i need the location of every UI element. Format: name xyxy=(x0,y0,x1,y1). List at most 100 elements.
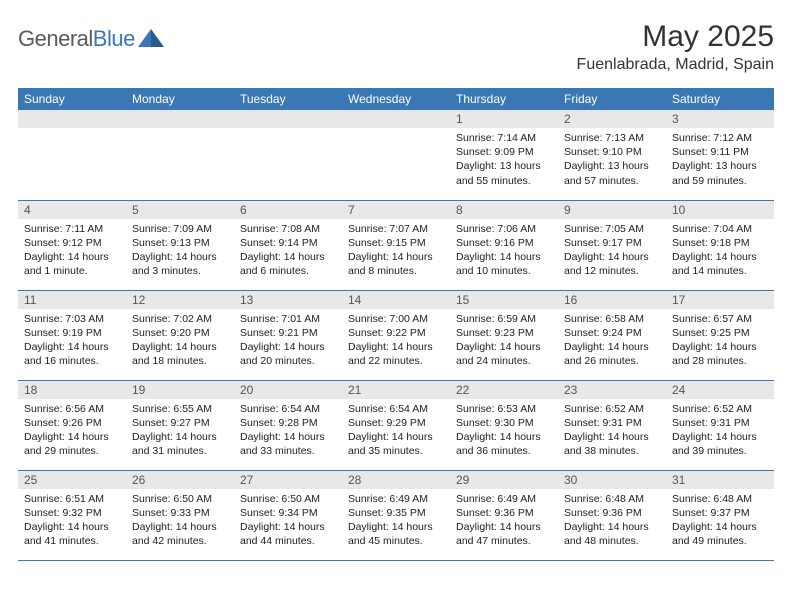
day-number-blank xyxy=(342,110,450,128)
day-number: 23 xyxy=(558,381,666,399)
day-info: Sunrise: 6:50 AMSunset: 9:34 PMDaylight:… xyxy=(234,489,342,560)
day-number-blank xyxy=(126,110,234,128)
location: Fuenlabrada, Madrid, Spain xyxy=(577,56,774,74)
day-cell: 21Sunrise: 6:54 AMSunset: 9:29 PMDayligh… xyxy=(342,380,450,470)
day-info: Sunrise: 6:48 AMSunset: 9:36 PMDaylight:… xyxy=(558,489,666,560)
dow-header: Tuesday xyxy=(234,88,342,110)
day-info: Sunrise: 7:08 AMSunset: 9:14 PMDaylight:… xyxy=(234,219,342,290)
logo: GeneralBlue xyxy=(18,20,164,52)
logo-part1: General xyxy=(18,26,93,51)
day-cell: 31Sunrise: 6:48 AMSunset: 9:37 PMDayligh… xyxy=(666,470,774,560)
day-number: 26 xyxy=(126,471,234,489)
day-number: 10 xyxy=(666,201,774,219)
day-info: Sunrise: 7:01 AMSunset: 9:21 PMDaylight:… xyxy=(234,309,342,380)
day-number: 7 xyxy=(342,201,450,219)
day-info: Sunrise: 7:14 AMSunset: 9:09 PMDaylight:… xyxy=(450,128,558,200)
day-cell: 19Sunrise: 6:55 AMSunset: 9:27 PMDayligh… xyxy=(126,380,234,470)
day-cell: 8Sunrise: 7:06 AMSunset: 9:16 PMDaylight… xyxy=(450,200,558,290)
day-number: 9 xyxy=(558,201,666,219)
day-cell: 5Sunrise: 7:09 AMSunset: 9:13 PMDaylight… xyxy=(126,200,234,290)
day-cell xyxy=(18,110,126,200)
day-number: 12 xyxy=(126,291,234,309)
day-number: 11 xyxy=(18,291,126,309)
day-number: 27 xyxy=(234,471,342,489)
week-row: 18Sunrise: 6:56 AMSunset: 9:26 PMDayligh… xyxy=(18,380,774,470)
day-info: Sunrise: 6:48 AMSunset: 9:37 PMDaylight:… xyxy=(666,489,774,560)
day-info: Sunrise: 7:05 AMSunset: 9:17 PMDaylight:… xyxy=(558,219,666,290)
day-info: Sunrise: 6:57 AMSunset: 9:25 PMDaylight:… xyxy=(666,309,774,380)
day-info: Sunrise: 6:49 AMSunset: 9:36 PMDaylight:… xyxy=(450,489,558,560)
day-number: 5 xyxy=(126,201,234,219)
day-cell: 20Sunrise: 6:54 AMSunset: 9:28 PMDayligh… xyxy=(234,380,342,470)
day-cell: 2Sunrise: 7:13 AMSunset: 9:10 PMDaylight… xyxy=(558,110,666,200)
month-title: May 2025 xyxy=(577,20,774,54)
day-number: 18 xyxy=(18,381,126,399)
day-info: Sunrise: 6:55 AMSunset: 9:27 PMDaylight:… xyxy=(126,399,234,470)
day-info: Sunrise: 7:12 AMSunset: 9:11 PMDaylight:… xyxy=(666,128,774,200)
day-cell: 13Sunrise: 7:01 AMSunset: 9:21 PMDayligh… xyxy=(234,290,342,380)
day-cell: 22Sunrise: 6:53 AMSunset: 9:30 PMDayligh… xyxy=(450,380,558,470)
dow-header: Monday xyxy=(126,88,234,110)
dow-header: Wednesday xyxy=(342,88,450,110)
day-number: 25 xyxy=(18,471,126,489)
day-info: Sunrise: 6:54 AMSunset: 9:28 PMDaylight:… xyxy=(234,399,342,470)
day-cell xyxy=(342,110,450,200)
day-cell: 25Sunrise: 6:51 AMSunset: 9:32 PMDayligh… xyxy=(18,470,126,560)
day-number: 3 xyxy=(666,110,774,128)
day-cell: 10Sunrise: 7:04 AMSunset: 9:18 PMDayligh… xyxy=(666,200,774,290)
day-number: 21 xyxy=(342,381,450,399)
day-cell: 11Sunrise: 7:03 AMSunset: 9:19 PMDayligh… xyxy=(18,290,126,380)
day-cell: 30Sunrise: 6:48 AMSunset: 9:36 PMDayligh… xyxy=(558,470,666,560)
triangle-icon xyxy=(138,29,164,47)
dow-header: Friday xyxy=(558,88,666,110)
dow-header: Thursday xyxy=(450,88,558,110)
day-cell: 27Sunrise: 6:50 AMSunset: 9:34 PMDayligh… xyxy=(234,470,342,560)
day-info: Sunrise: 7:00 AMSunset: 9:22 PMDaylight:… xyxy=(342,309,450,380)
day-number: 2 xyxy=(558,110,666,128)
day-number: 22 xyxy=(450,381,558,399)
day-info: Sunrise: 6:50 AMSunset: 9:33 PMDaylight:… xyxy=(126,489,234,560)
day-info: Sunrise: 7:11 AMSunset: 9:12 PMDaylight:… xyxy=(18,219,126,290)
logo-text: GeneralBlue xyxy=(18,26,135,52)
day-number: 29 xyxy=(450,471,558,489)
day-cell: 4Sunrise: 7:11 AMSunset: 9:12 PMDaylight… xyxy=(18,200,126,290)
logo-part2: Blue xyxy=(93,26,135,51)
day-number: 1 xyxy=(450,110,558,128)
week-row: 1Sunrise: 7:14 AMSunset: 9:09 PMDaylight… xyxy=(18,110,774,200)
day-info: Sunrise: 7:06 AMSunset: 9:16 PMDaylight:… xyxy=(450,219,558,290)
day-cell: 26Sunrise: 6:50 AMSunset: 9:33 PMDayligh… xyxy=(126,470,234,560)
day-number: 14 xyxy=(342,291,450,309)
day-number: 15 xyxy=(450,291,558,309)
day-cell xyxy=(126,110,234,200)
day-info: Sunrise: 7:04 AMSunset: 9:18 PMDaylight:… xyxy=(666,219,774,290)
day-number: 6 xyxy=(234,201,342,219)
day-number: 4 xyxy=(18,201,126,219)
day-cell: 29Sunrise: 6:49 AMSunset: 9:36 PMDayligh… xyxy=(450,470,558,560)
day-cell: 7Sunrise: 7:07 AMSunset: 9:15 PMDaylight… xyxy=(342,200,450,290)
day-number-blank xyxy=(18,110,126,128)
day-number: 28 xyxy=(342,471,450,489)
day-cell: 1Sunrise: 7:14 AMSunset: 9:09 PMDaylight… xyxy=(450,110,558,200)
day-cell: 6Sunrise: 7:08 AMSunset: 9:14 PMDaylight… xyxy=(234,200,342,290)
day-cell: 9Sunrise: 7:05 AMSunset: 9:17 PMDaylight… xyxy=(558,200,666,290)
day-info: Sunrise: 7:07 AMSunset: 9:15 PMDaylight:… xyxy=(342,219,450,290)
week-row: 4Sunrise: 7:11 AMSunset: 9:12 PMDaylight… xyxy=(18,200,774,290)
day-cell: 14Sunrise: 7:00 AMSunset: 9:22 PMDayligh… xyxy=(342,290,450,380)
day-cell: 12Sunrise: 7:02 AMSunset: 9:20 PMDayligh… xyxy=(126,290,234,380)
day-info: Sunrise: 6:58 AMSunset: 9:24 PMDaylight:… xyxy=(558,309,666,380)
day-cell: 18Sunrise: 6:56 AMSunset: 9:26 PMDayligh… xyxy=(18,380,126,470)
day-cell: 15Sunrise: 6:59 AMSunset: 9:23 PMDayligh… xyxy=(450,290,558,380)
day-info: Sunrise: 6:54 AMSunset: 9:29 PMDaylight:… xyxy=(342,399,450,470)
day-info: Sunrise: 6:51 AMSunset: 9:32 PMDaylight:… xyxy=(18,489,126,560)
day-number: 30 xyxy=(558,471,666,489)
day-number: 16 xyxy=(558,291,666,309)
week-row: 25Sunrise: 6:51 AMSunset: 9:32 PMDayligh… xyxy=(18,470,774,560)
day-info: Sunrise: 6:52 AMSunset: 9:31 PMDaylight:… xyxy=(666,399,774,470)
day-number: 19 xyxy=(126,381,234,399)
day-info: Sunrise: 6:59 AMSunset: 9:23 PMDaylight:… xyxy=(450,309,558,380)
day-info: Sunrise: 6:56 AMSunset: 9:26 PMDaylight:… xyxy=(18,399,126,470)
day-info: Sunrise: 6:49 AMSunset: 9:35 PMDaylight:… xyxy=(342,489,450,560)
day-number: 20 xyxy=(234,381,342,399)
day-info: Sunrise: 7:13 AMSunset: 9:10 PMDaylight:… xyxy=(558,128,666,200)
day-number: 31 xyxy=(666,471,774,489)
